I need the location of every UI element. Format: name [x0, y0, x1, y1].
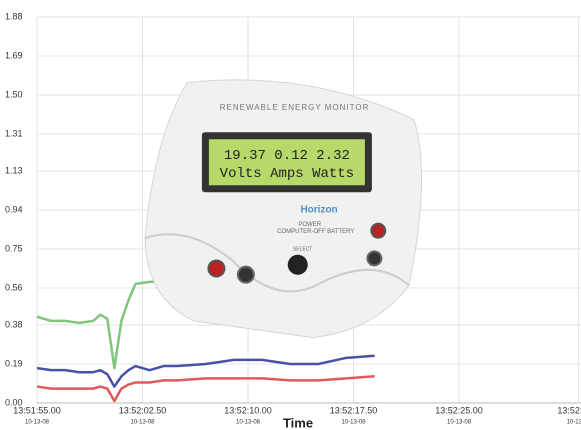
y-tick-label: 1.13: [5, 165, 23, 175]
x-tick-label: 13:52:02.50: [119, 405, 167, 415]
chart: 0.000.190.380.560.750.941.131.311.501.69…: [0, 0, 581, 430]
x-tick-label: 13:52:33.5: [557, 405, 581, 415]
x-axis-label: Time: [283, 415, 313, 430]
x-tick-label: 13:52:17.50: [330, 405, 378, 415]
select-label: SELECT: [293, 246, 312, 252]
brand: Horizon: [300, 204, 337, 215]
y-tick-label: 0.38: [5, 319, 23, 329]
x-date-label: 10-13-08: [130, 420, 155, 426]
x-tick-label: 13:51:55.00: [13, 405, 61, 415]
x-tick-label: 13:52:10.00: [224, 405, 272, 415]
lcd-top: 19.37 0.12 2.32: [224, 148, 350, 164]
x-date-label: 10-13-08: [236, 420, 261, 426]
y-tick-label: 1.88: [5, 11, 23, 21]
y-tick-label: 1.31: [5, 128, 23, 138]
y-tick-label: 0.56: [5, 282, 23, 292]
jack-red: [370, 223, 386, 239]
lcd-bottom: Volts Amps Watts: [220, 166, 354, 182]
x-date-label: 10-13-08: [447, 420, 472, 426]
power-label: POWER: [298, 222, 321, 228]
device-title: RENEWABLE ENERGY MONITOR: [220, 103, 370, 112]
jack-black: [366, 250, 382, 266]
y-tick-label: 1.50: [5, 89, 23, 99]
jack-red: [207, 259, 225, 277]
device-image: RENEWABLE ENERGY MONITOR 19.37 0.12 2.32…: [134, 66, 436, 350]
ports-label: COMPUTER-OFF BATTERY: [277, 229, 354, 235]
y-tick-label: 0.75: [5, 243, 23, 253]
x-date-label: 10-13-08: [25, 420, 50, 426]
x-tick-label: 13:52:25.00: [435, 405, 483, 415]
y-tick-label: 1.69: [5, 50, 23, 60]
jack-black: [237, 266, 255, 284]
page: 0.000.190.380.560.750.941.131.311.501.69…: [0, 0, 581, 430]
x-date-label: 10-13-08: [567, 420, 581, 426]
x-date-label: 10-13-08: [342, 420, 367, 426]
y-tick-label: 0.94: [5, 204, 23, 214]
y-tick-label: 0.19: [5, 358, 23, 368]
series-line: [37, 356, 375, 387]
series-line: [37, 376, 375, 401]
